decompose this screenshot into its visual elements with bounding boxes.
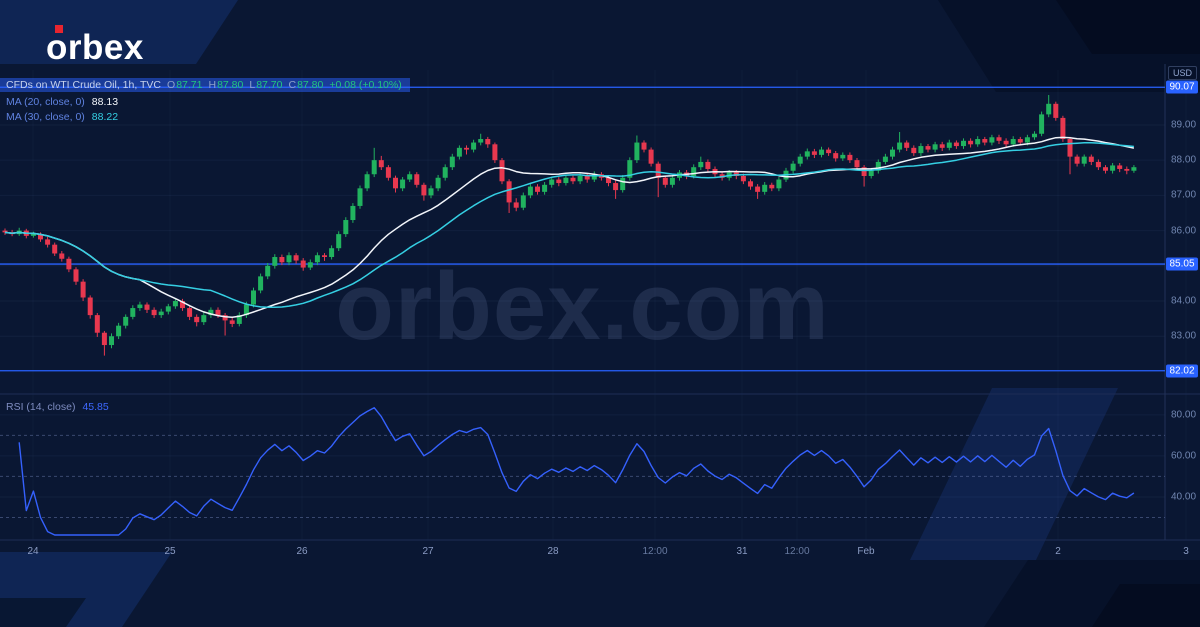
time-axis-label[interactable]: 2	[1055, 546, 1061, 557]
decor-shape-bottom-left-inner	[0, 598, 86, 627]
time-axis-label[interactable]: 27	[422, 546, 434, 557]
legend-ma20-row[interactable]: MA (20, close, 0) 88.13	[0, 95, 126, 109]
price-tick-label: 88.00	[1171, 154, 1197, 166]
time-axis-label[interactable]: 12:00	[642, 546, 668, 557]
currency-label[interactable]: USD	[1168, 66, 1198, 80]
rsi-value: 45.85	[82, 401, 109, 413]
time-axis-label[interactable]: 25	[164, 546, 176, 557]
ohlc-low-key: L	[249, 79, 256, 91]
ma30-label: MA (30, close, 0)	[6, 111, 85, 123]
ohlc-high-value: 87.80	[217, 79, 244, 91]
pane-separators	[0, 64, 1200, 541]
legend-rsi-row[interactable]: RSI (14, close) 45.85	[0, 400, 117, 414]
level-price-label[interactable]: 82.02	[1166, 364, 1198, 378]
decor-shape-top-right-inner	[1056, 0, 1200, 54]
time-axis-label[interactable]: 12:00	[784, 546, 810, 557]
time-axis-label[interactable]: Feb	[857, 546, 875, 557]
logo-text: orbex	[46, 28, 144, 67]
rsi-label: RSI (14, close)	[6, 401, 76, 413]
ohlc-high-key: H	[208, 79, 217, 91]
price-tick-label: 87.00	[1171, 189, 1197, 201]
rsi-tick-label: 80.00	[1171, 409, 1197, 421]
ma30-line	[4, 141, 1134, 309]
ohlc-open-value: 87.71	[176, 79, 203, 91]
decor-shape-right-band	[910, 388, 1118, 560]
ma20-line	[4, 136, 1135, 318]
price-tick-label: 89.00	[1171, 119, 1197, 131]
time-axis-label[interactable]: 3	[1183, 546, 1189, 557]
ohlc-low-value: 87.70	[256, 79, 283, 91]
price-tick-label: 83.00	[1171, 330, 1197, 342]
rsi-tick-label: 40.00	[1171, 491, 1197, 503]
rsi-tick-label: 60.00	[1171, 450, 1197, 462]
logo-red-dot-icon	[55, 25, 63, 33]
orbex-logo: orbex	[46, 20, 144, 65]
ohlc-close-value: 87.80	[297, 79, 324, 91]
time-axis-label[interactable]: 28	[547, 546, 559, 557]
ma30-value: 88.22	[91, 111, 119, 123]
ohlc-open-key: O	[167, 79, 176, 91]
symbol-title: CFDs on WTI Crude Oil, 1h, TVC	[6, 79, 162, 91]
ma20-label: MA (20, close, 0)	[6, 96, 85, 108]
decor-shape-bottom-right-inner	[1092, 584, 1200, 627]
time-axis-label[interactable]: 24	[27, 546, 39, 557]
legend-ma30-row[interactable]: MA (30, close, 0) 88.22	[0, 110, 126, 124]
price-tick-label: 86.00	[1171, 225, 1197, 237]
ma20-value: 88.13	[91, 96, 119, 108]
rsi-line	[18, 407, 1135, 536]
level-price-label[interactable]: 90.07	[1166, 80, 1198, 94]
time-axis-label[interactable]: 31	[736, 546, 748, 557]
level-price-label[interactable]: 85.05	[1166, 257, 1198, 271]
price-tick-label: 84.00	[1171, 295, 1197, 307]
time-axis-label[interactable]: 26	[296, 546, 308, 557]
grid-lines	[0, 70, 1187, 540]
ohlc-close-key: C	[288, 79, 297, 91]
price-change: +0.08 (+0.10%)	[329, 79, 402, 91]
decor-shape-top-left	[0, 0, 238, 64]
